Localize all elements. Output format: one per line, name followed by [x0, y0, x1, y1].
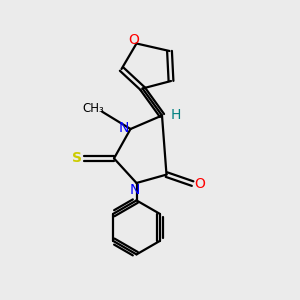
Text: S: S — [72, 152, 82, 165]
Text: O: O — [194, 177, 205, 190]
Text: CH₃: CH₃ — [82, 102, 104, 115]
Text: H: H — [170, 108, 181, 122]
Text: N: N — [130, 183, 140, 196]
Text: O: O — [129, 34, 140, 47]
Text: N: N — [119, 121, 129, 134]
